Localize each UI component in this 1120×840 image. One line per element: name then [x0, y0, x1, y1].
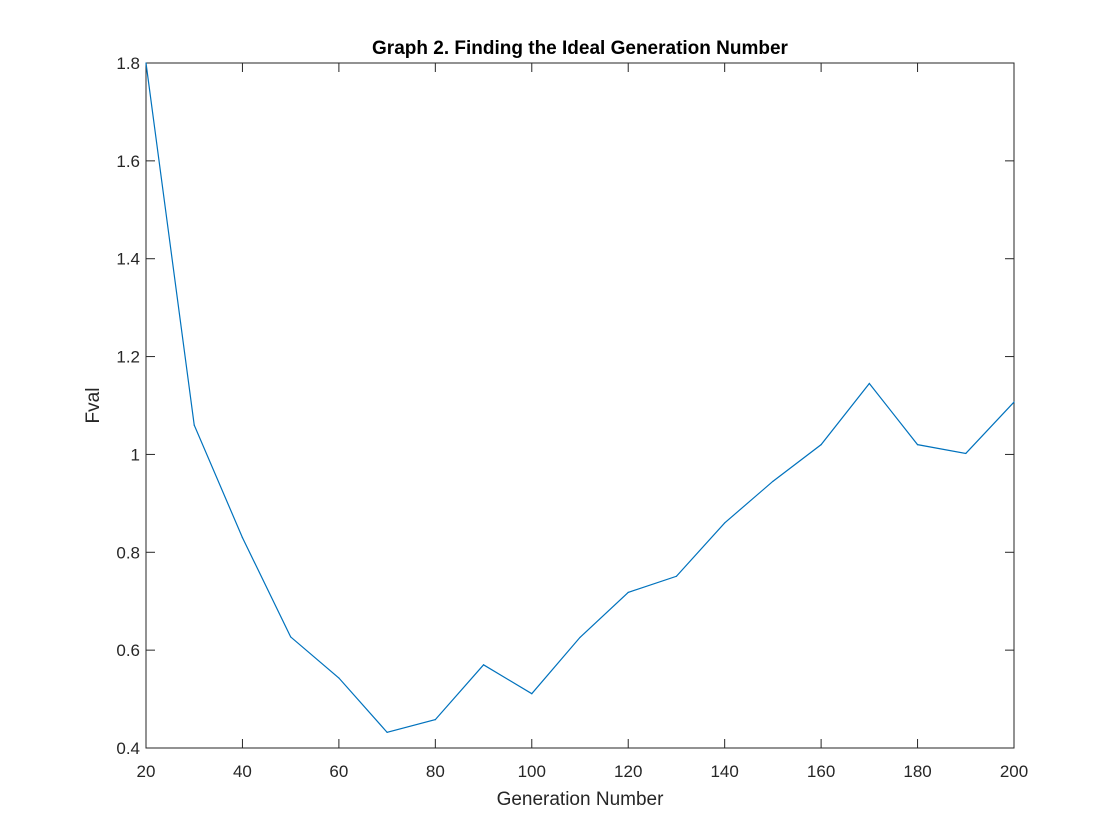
x-tick-label: 180: [903, 762, 931, 781]
x-tick-label: 140: [710, 762, 738, 781]
data-point: [772, 480, 774, 482]
data-point: [434, 719, 436, 721]
data-point: [724, 522, 726, 524]
y-tick-label: 0.4: [116, 739, 140, 758]
plot-area: [145, 62, 1015, 749]
data-point: [386, 731, 388, 733]
series-layer: [145, 62, 1015, 734]
y-axis-label: Fval: [83, 388, 104, 424]
y-tick-label: 1.6: [116, 152, 140, 171]
x-tick-label: 80: [426, 762, 445, 781]
data-point: [482, 664, 485, 666]
y-ticks: 0.4 0.6 0.8 1 1.2 1.4 1.6 1.8: [116, 54, 1014, 758]
x-tick-label: 100: [518, 762, 546, 781]
y-tick-label: 0.8: [116, 543, 140, 562]
y-tick-label: 0.6: [116, 641, 140, 660]
data-point: [675, 575, 678, 577]
y-tick-label: 1: [131, 445, 140, 464]
x-axis-label: Generation Number: [497, 789, 665, 810]
y-tick-label: 1.8: [116, 54, 140, 73]
x-tick-label: 160: [807, 762, 835, 781]
data-point: [965, 452, 967, 455]
x-ticks: 20 40 60 80 100 120 140 160 180 200: [137, 63, 1028, 781]
data-point: [338, 677, 340, 679]
x-tick-label: 60: [329, 762, 348, 781]
data-point: [1013, 401, 1015, 403]
data-point: [579, 636, 581, 639]
axes-box: [145, 62, 1015, 749]
chart-title: Graph 2. Finding the Ideal Generation Nu…: [372, 38, 789, 59]
x-tick-label: 40: [233, 762, 252, 781]
data-point: [868, 382, 870, 385]
x-tick-label: 120: [614, 762, 642, 781]
data-point: [916, 444, 919, 446]
x-tick-label: 20: [137, 762, 156, 781]
data-point: [531, 693, 533, 695]
data-point: [627, 591, 629, 594]
data-point: [820, 444, 822, 446]
data-point: [290, 636, 292, 638]
data-point: [145, 62, 147, 64]
x-tick-label: 200: [1000, 762, 1028, 781]
data-point: [193, 424, 195, 426]
y-tick-label: 1.4: [116, 250, 140, 269]
y-tick-label: 1.2: [116, 348, 140, 367]
data-point: [241, 537, 244, 539]
